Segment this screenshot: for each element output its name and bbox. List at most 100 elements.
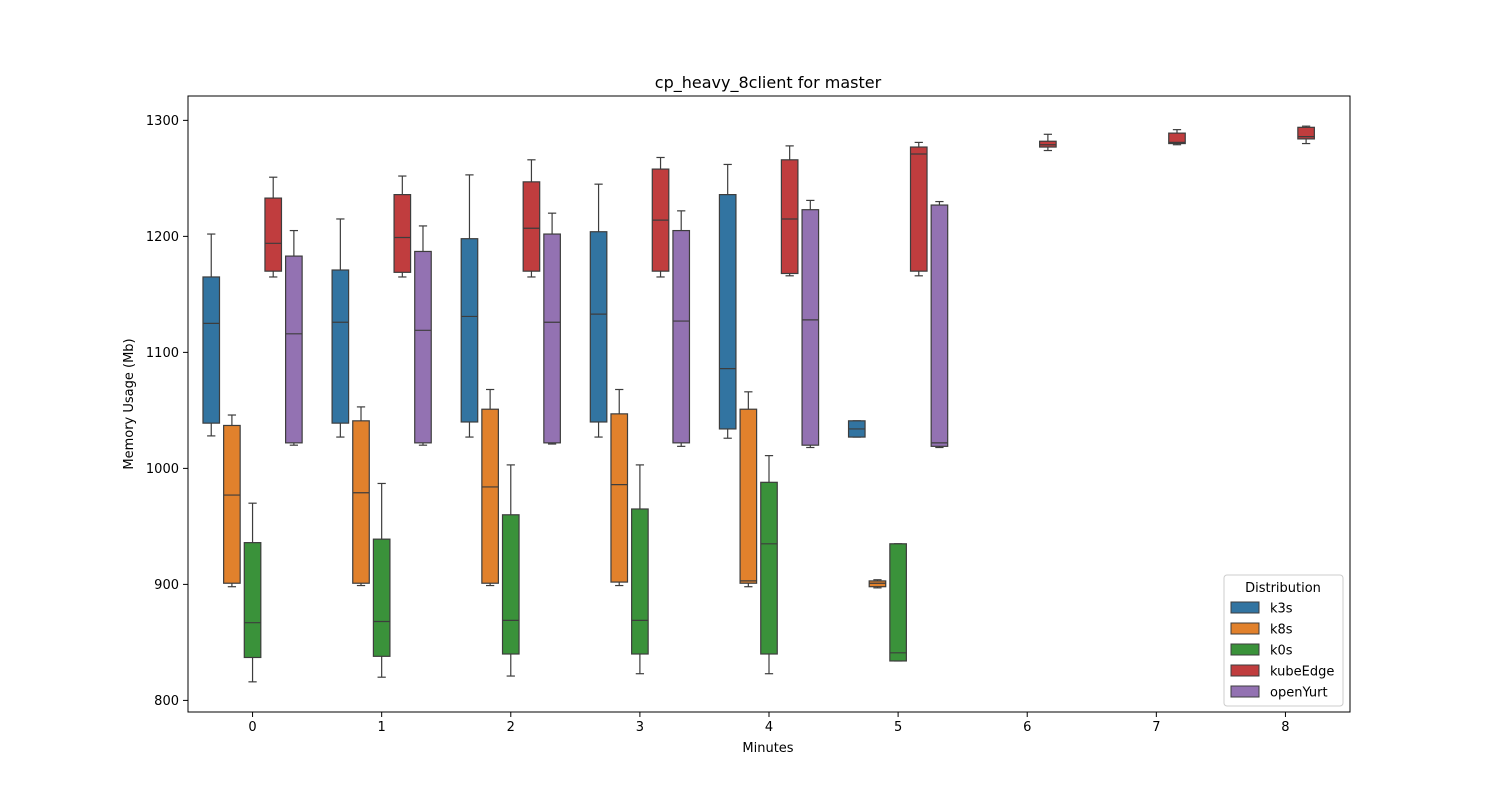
legend-swatch [1230, 601, 1260, 614]
y-tick-label: 900 [154, 578, 179, 593]
x-axis-label: Minutes [742, 741, 793, 756]
box-kubeEdge-0 [264, 176, 283, 278]
legend-label: openYurt [1270, 686, 1328, 701]
legend-swatch [1230, 685, 1260, 698]
legend-label: k3s [1270, 602, 1293, 617]
series-k0s [243, 455, 907, 683]
box-body [285, 255, 303, 444]
box-openYurt-0 [285, 229, 303, 446]
series-k3s [202, 163, 866, 439]
box-k3s-5 [847, 420, 866, 438]
box-body [739, 408, 758, 584]
legend-item-k0s: k0s [1230, 643, 1293, 659]
box-body [522, 181, 541, 272]
box-body [589, 231, 608, 423]
box-k8s-0 [223, 414, 241, 588]
box-k0s-0 [243, 502, 262, 683]
box-kubeEdge-8 [1297, 125, 1315, 145]
box-kubeEdge-1 [393, 175, 412, 278]
x-tick-label: 6 [1023, 720, 1031, 735]
x-tick-label: 7 [1152, 720, 1160, 735]
box-kubeEdge-2 [522, 159, 541, 278]
box-openYurt-1 [414, 225, 432, 446]
box-kubeEdge-4 [780, 145, 799, 277]
y-tick-label: 1200 [146, 230, 179, 245]
x-tick-label: 8 [1281, 720, 1289, 735]
box-kubeEdge-7 [1168, 129, 1186, 146]
x-tick-label: 1 [378, 720, 386, 735]
box-body [543, 233, 561, 444]
box-k0s-4 [760, 455, 778, 675]
box-kubeEdge-5 [909, 141, 928, 277]
series-kubeEdge [264, 125, 1315, 278]
box-body [1297, 126, 1315, 140]
box-k3s-1 [331, 218, 350, 438]
box-k0s-2 [501, 464, 520, 677]
box-body [264, 197, 283, 272]
box-openYurt-4 [801, 199, 820, 449]
box-k8s-1 [352, 406, 370, 587]
y-tick-label: 1100 [146, 346, 179, 361]
legend-swatch [1230, 664, 1260, 677]
box-body [243, 542, 262, 659]
legend-label: k8s [1270, 623, 1293, 638]
box-body [909, 146, 928, 272]
series-k8s [223, 388, 887, 589]
box-body [631, 508, 649, 655]
box-k3s-3 [589, 183, 608, 438]
box-body [372, 538, 391, 657]
x-axis: 0 1 2 3 4 5 6 7 8 [248, 712, 1290, 735]
box-k3s-0 [202, 233, 221, 437]
box-body [672, 229, 691, 444]
legend-item-openYurt: openYurt [1230, 685, 1328, 701]
box-k0s-5 [889, 543, 907, 662]
legend-label: kubeEdge [1270, 665, 1334, 680]
box-openYurt-2 [543, 212, 561, 445]
legend-title: Distribution [1245, 581, 1321, 596]
box-body [760, 481, 778, 655]
legend-item-kubeEdge: kubeEdge [1230, 664, 1334, 680]
box-k3s-4 [718, 163, 737, 439]
legend-swatch [1230, 622, 1260, 635]
x-tick-label: 4 [765, 720, 773, 735]
y-axis-label: Memory Usage (Mb) [122, 338, 137, 469]
box-k8s-3 [610, 388, 629, 587]
x-tick-label: 2 [507, 720, 515, 735]
box-body [718, 194, 737, 430]
legend-swatch [1230, 643, 1260, 656]
legend-items: k3s k8s k0s kubeEdge openYurt [1230, 601, 1334, 701]
legend-item-k3s: k3s [1230, 601, 1293, 617]
x-tick-label: 5 [894, 720, 902, 735]
box-k8s-2 [481, 388, 499, 587]
box-body [780, 159, 799, 275]
box-k8s-4 [739, 391, 758, 588]
box-k0s-3 [631, 464, 649, 675]
y-tick-label: 1300 [146, 114, 179, 129]
box-body [393, 194, 412, 273]
box-body [481, 408, 499, 584]
legend: Distribution k3s k8s k0s kubeEdge openYurt [1223, 574, 1344, 707]
box-body [501, 514, 520, 655]
box-k8s-5 [868, 579, 887, 589]
x-tick-label: 3 [636, 720, 644, 735]
box-body [352, 420, 370, 584]
box-body [1168, 132, 1186, 145]
box-body [460, 238, 479, 423]
box-body [331, 269, 350, 424]
box-openYurt-5 [930, 200, 949, 449]
y-axis: 800 900 1000 1100 1200 1300 [146, 114, 188, 709]
box-body [202, 276, 221, 424]
box-body [801, 209, 820, 446]
box-body [414, 250, 432, 444]
plot-marks [202, 125, 1315, 683]
box-kubeEdge-6 [1039, 133, 1057, 152]
legend-item-k8s: k8s [1230, 622, 1293, 638]
box-body [930, 204, 949, 447]
legend-label: k0s [1270, 644, 1293, 659]
x-tick-label: 0 [248, 720, 256, 735]
box-body [223, 424, 241, 584]
box-body [889, 543, 907, 662]
chart-title: cp_heavy_8client for master [655, 73, 882, 93]
box-kubeEdge-3 [651, 156, 670, 278]
